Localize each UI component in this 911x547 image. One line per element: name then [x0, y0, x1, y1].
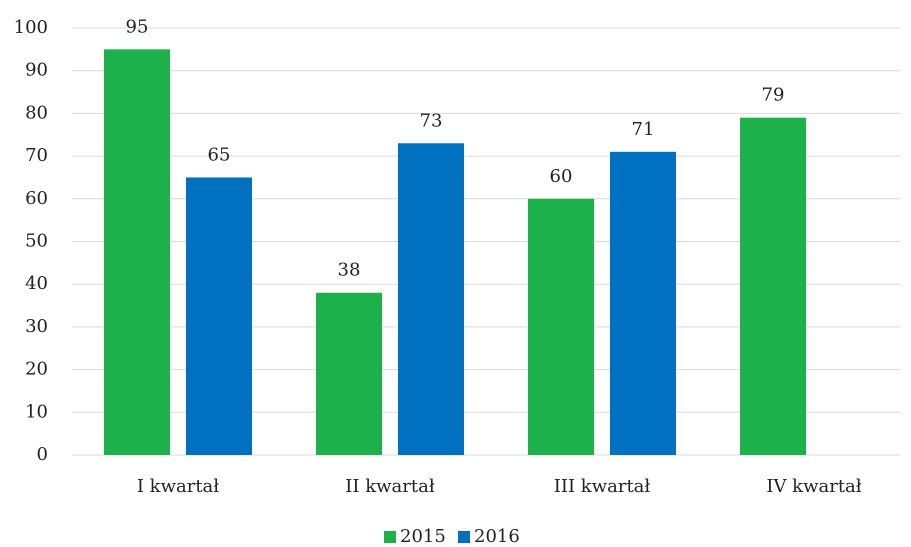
bar	[528, 198, 594, 456]
legend-swatch	[384, 531, 396, 543]
data-label: 60	[550, 166, 573, 187]
y-tick-label: 100	[14, 17, 48, 38]
bar	[186, 177, 252, 455]
y-tick-label: 60	[25, 188, 48, 209]
x-tick-label: II kwartał	[345, 476, 435, 497]
y-tick-label: 70	[25, 145, 48, 166]
bar	[610, 151, 676, 455]
legend-label: 2015	[400, 526, 446, 547]
y-tick-label: 80	[25, 102, 48, 123]
y-tick-label: 0	[37, 444, 48, 465]
y-tick-label: 30	[25, 316, 48, 337]
x-tick-label: III kwartał	[554, 476, 651, 497]
data-label: 79	[762, 85, 785, 106]
bar	[104, 49, 170, 455]
y-tick-label: 20	[25, 359, 48, 380]
data-label: 73	[420, 110, 443, 131]
y-tick-label: 10	[25, 401, 48, 422]
legend-label: 2016	[474, 526, 520, 547]
data-label: 65	[208, 144, 231, 165]
bar	[740, 117, 806, 456]
y-tick-label: 50	[25, 231, 48, 252]
data-label: 38	[338, 260, 361, 281]
y-tick-label: 40	[25, 273, 48, 294]
bar	[316, 292, 382, 455]
bar	[398, 143, 464, 456]
data-label: 95	[126, 16, 149, 37]
x-tick-label: IV kwartał	[766, 476, 861, 497]
x-tick-label: I kwartał	[137, 476, 219, 497]
legend-swatch	[458, 531, 470, 543]
data-label: 71	[632, 119, 655, 140]
y-tick-label: 90	[25, 60, 48, 81]
